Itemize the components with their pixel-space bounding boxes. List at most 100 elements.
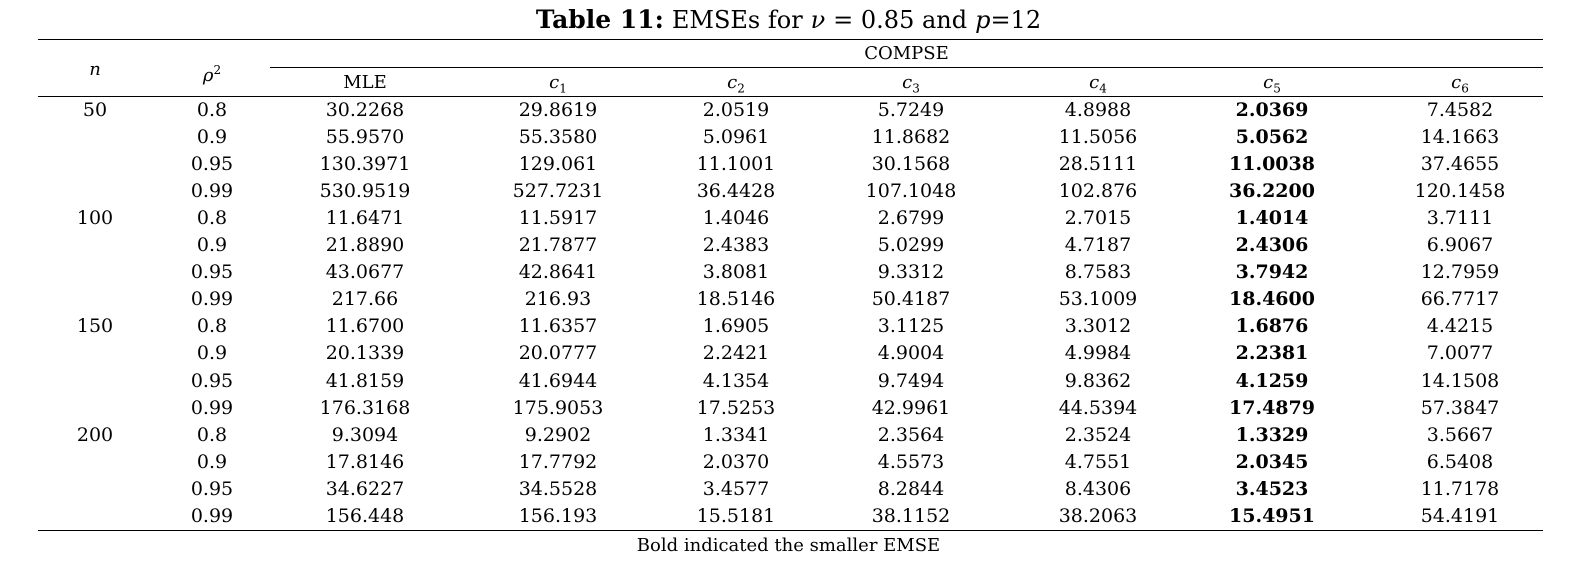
cell-c4: 53.1009 [1058, 288, 1138, 311]
cell-rho2: 0.95 [190, 369, 234, 392]
cell-c5: 2.4306 [1235, 234, 1309, 257]
cell-c1: 34.5528 [518, 477, 598, 500]
cell-mle: 55.9570 [325, 126, 405, 149]
cell-c1: 11.6357 [518, 315, 598, 338]
column-header-c3: c3 [831, 71, 991, 101]
table-row: 0.99 156.448 156.193 15.5181 38.1152 38.2063 1… [38, 503, 1543, 530]
table-row: 100 0.8 11.6471 11.5917 1.4046 2.6799 2.7015 1.… [38, 205, 1543, 232]
cell-c5: 36.2200 [1229, 180, 1315, 203]
cell-c4: 3.3012 [1064, 315, 1132, 338]
cell-mle: 30.2268 [325, 99, 405, 121]
cell-c4: 4.9984 [1064, 342, 1132, 365]
column-header-label: MLE [343, 72, 387, 93]
header-compse: COMPSE [864, 43, 949, 64]
table-row: 0.9 21.8890 21.7877 2.4383 5.0299 4.7187 2.430… [38, 232, 1543, 259]
cell-c2: 36.4428 [696, 180, 776, 203]
cell-mle: 34.6227 [325, 477, 405, 500]
cell-c5: 11.0038 [1229, 153, 1315, 176]
cell-c3: 4.5573 [877, 450, 945, 473]
cell-mle: 156.448 [325, 504, 405, 527]
column-header-subscript: 2 [737, 81, 745, 96]
cell-c6: 11.7178 [1420, 477, 1500, 500]
cell-c4: 2.3524 [1064, 423, 1132, 446]
cell-c5: 15.4951 [1229, 504, 1315, 527]
cell-c5: 1.4014 [1235, 207, 1309, 230]
cell-c4: 28.5111 [1058, 153, 1138, 176]
cell-c6: 3.5667 [1426, 423, 1494, 446]
cell-rho2: 0.8 [196, 315, 228, 338]
cell-rho2: 0.8 [196, 207, 228, 230]
cell-c6: 6.5408 [1426, 450, 1494, 473]
cell-n: 100 [76, 207, 114, 230]
cell-rho2: 0.9 [196, 342, 228, 365]
column-header-c2: c2 [656, 71, 816, 101]
cell-n: 200 [76, 423, 114, 446]
cell-c6: 4.4215 [1426, 315, 1494, 338]
cell-c1: 42.8641 [518, 261, 598, 284]
table-row: 0.95 130.3971 129.061 11.1001 30.1568 28.5111… [38, 151, 1543, 178]
table-row: 0.99 530.9519 527.7231 36.4428 107.1048 102.8… [38, 178, 1543, 205]
cell-c6: 3.7111 [1426, 207, 1494, 230]
cell-c4: 38.2063 [1058, 504, 1138, 527]
cell-c5: 3.4523 [1235, 477, 1309, 500]
cell-c6: 120.1458 [1414, 180, 1506, 203]
title-p-value: =12 [990, 6, 1042, 34]
cell-c2: 5.0961 [702, 126, 770, 149]
cell-c6: 12.7959 [1420, 261, 1500, 284]
header-rho-squared: ρ2 [172, 58, 252, 88]
cell-c1: 527.7231 [512, 180, 604, 203]
cell-c4: 8.7583 [1064, 261, 1132, 284]
cell-c2: 1.3341 [702, 423, 770, 446]
table-row: 0.99 176.3168 175.9053 17.5253 42.9961 44.539… [38, 395, 1543, 422]
cell-rho2: 0.95 [190, 153, 234, 176]
cell-c2: 1.4046 [702, 207, 770, 230]
cell-c4: 9.8362 [1064, 369, 1132, 392]
cell-c5: 2.0345 [1235, 450, 1309, 473]
column-header-subscript: 1 [559, 81, 567, 96]
cell-c6: 14.1508 [1420, 369, 1500, 392]
header-n: n [55, 58, 135, 82]
nu-symbol: ν [810, 6, 826, 34]
cell-c1: 11.5917 [518, 207, 598, 230]
cell-c1: 216.93 [524, 288, 592, 311]
cell-c4: 4.7187 [1064, 234, 1132, 257]
table-title: Table 11: EMSEs for ν = 0.85 and p=12 [0, 4, 1577, 36]
column-header-subscript: 3 [912, 81, 920, 96]
cell-c4: 2.7015 [1064, 207, 1132, 230]
column-header-subscript: 6 [1461, 81, 1469, 96]
cell-rho2: 0.95 [190, 261, 234, 284]
cell-mle: 21.8890 [325, 234, 405, 257]
cell-c4: 4.8988 [1064, 99, 1132, 121]
header-rule [38, 96, 1543, 97]
cell-c5: 18.4600 [1229, 288, 1315, 311]
table-row: 0.99 217.66 216.93 18.5146 50.4187 53.1009 18.… [38, 286, 1543, 313]
column-header-c1: c1 [478, 71, 638, 101]
cell-c3: 107.1048 [865, 180, 957, 203]
column-header-subscript: 4 [1099, 81, 1107, 96]
column-header-c5: c5 [1192, 71, 1352, 101]
column-header-label: c [1451, 72, 1462, 93]
cell-c6: 7.4582 [1426, 99, 1494, 121]
table-row: 0.95 41.8159 41.6944 4.1354 9.7494 9.8362 4.12… [38, 368, 1543, 395]
cell-c6: 37.4655 [1420, 153, 1500, 176]
column-header-mle: MLE [285, 71, 445, 95]
column-header-label: c [727, 72, 738, 93]
cell-c3: 9.3312 [877, 261, 945, 284]
cell-rho2: 0.8 [196, 99, 228, 121]
table-row: 150 0.8 11.6700 11.6357 1.6905 3.1125 3.3012 1.… [38, 313, 1543, 340]
n-symbol: n [89, 59, 101, 80]
cell-c3: 5.7249 [877, 99, 945, 121]
column-header-label: c [1089, 72, 1100, 93]
cell-rho2: 0.99 [190, 504, 234, 527]
table-row: 50 0.8 30.2268 29.8619 2.0519 5.7249 4.8988 2.0… [38, 97, 1543, 124]
bottom-rule [38, 530, 1543, 531]
cell-c3: 9.7494 [877, 369, 945, 392]
cell-c3: 5.0299 [877, 234, 945, 257]
cell-mle: 11.6700 [325, 315, 405, 338]
cell-c4: 8.4306 [1064, 477, 1132, 500]
column-header-label: c [1263, 72, 1274, 93]
top-rule [38, 39, 1543, 40]
cell-rho2: 0.9 [196, 450, 228, 473]
column-header-label: c [902, 72, 913, 93]
cell-c1: 21.7877 [518, 234, 598, 257]
